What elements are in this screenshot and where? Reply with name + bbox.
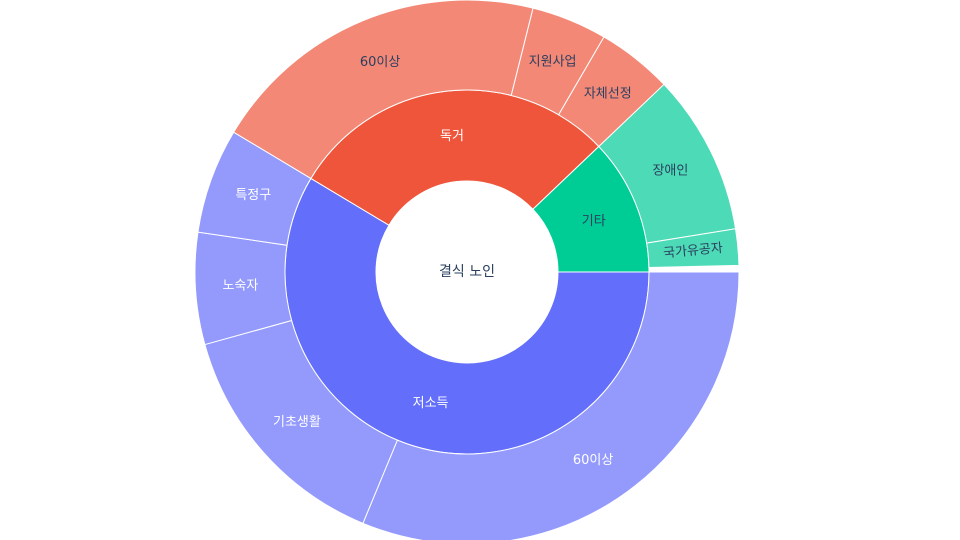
label-저소득-특정구: 특정구: [235, 188, 271, 203]
label-기타: 기타: [582, 214, 606, 229]
label-독거-지원사업: 지원사업: [529, 54, 577, 69]
segment-저소득-60이상[interactable]: [362, 271, 740, 540]
label-기타-장애인: 장애인: [652, 164, 688, 179]
label-기타-국가유공자: 국가유공자: [663, 241, 724, 261]
label-독거-60이상: 60이상: [360, 55, 401, 70]
label-저소득-노숙자: 노숙자: [222, 278, 258, 293]
segment-기타-국가유공자[interactable]: [646, 228, 740, 269]
label-저소득-60이상: 60이상: [573, 453, 614, 468]
label-저소득: 저소득: [413, 396, 449, 411]
label-저소득-기초생활: 기초생활: [273, 415, 321, 430]
label-독거: 독거: [440, 129, 464, 144]
root-label: 결식 노인: [439, 264, 495, 280]
segment-독거-60이상[interactable]: [233, 0, 534, 180]
label-독거-자체선정: 자체선정: [584, 86, 632, 101]
